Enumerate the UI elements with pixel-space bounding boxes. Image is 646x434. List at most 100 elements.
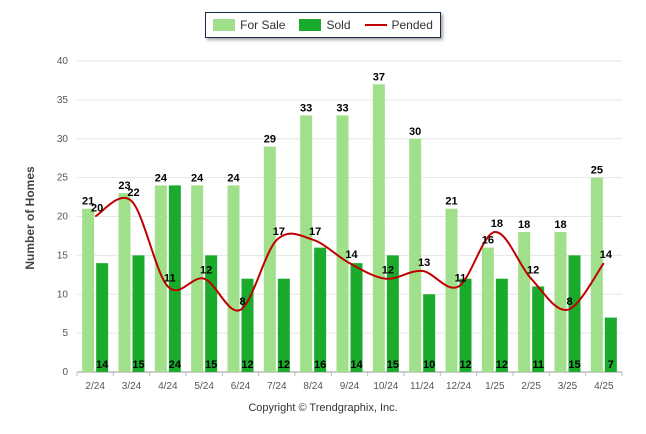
data-label-sold: 10 xyxy=(423,359,435,371)
data-label-pended: 12 xyxy=(200,265,212,277)
data-label-for-sale: 21 xyxy=(82,196,94,208)
legend-item-sold[interactable]: Sold xyxy=(299,18,351,32)
x-tick-label: 3/25 xyxy=(558,381,578,392)
data-label-for-sale: 30 xyxy=(409,126,421,138)
bar-for-sale xyxy=(409,138,422,372)
bar-sold xyxy=(459,278,472,372)
data-label-pended: 12 xyxy=(527,265,539,277)
bar-sold xyxy=(277,278,290,372)
bar-for-sale xyxy=(118,193,131,372)
x-tick-label: 4/25 xyxy=(594,381,614,392)
sold-swatch xyxy=(299,19,322,31)
data-label-pended: 14 xyxy=(600,249,613,261)
x-tick-label: 8/24 xyxy=(303,381,323,392)
data-label-pended: 8 xyxy=(566,296,572,308)
x-tick-label: 4/24 xyxy=(158,381,178,392)
x-tick-label: 3/24 xyxy=(122,381,142,392)
data-label-sold: 15 xyxy=(387,359,399,371)
data-label-for-sale: 18 xyxy=(554,219,566,231)
legend-item-pended[interactable]: Pended xyxy=(364,18,433,32)
data-label-for-sale: 16 xyxy=(482,235,494,247)
data-label-for-sale: 29 xyxy=(264,134,276,146)
bar-sold xyxy=(132,255,145,372)
data-label-sold: 15 xyxy=(132,359,144,371)
data-label-sold: 12 xyxy=(278,359,290,371)
bar-sold xyxy=(386,255,399,372)
bar-for-sale xyxy=(481,247,494,372)
legend-item-for-sale[interactable]: For Sale xyxy=(213,18,285,32)
x-tick-label: 1/25 xyxy=(485,381,505,392)
x-tick-label: 7/24 xyxy=(267,381,287,392)
data-label-pended: 20 xyxy=(91,203,103,215)
data-label-sold: 12 xyxy=(496,359,508,371)
y-tick-label: 30 xyxy=(57,134,69,145)
bar-for-sale xyxy=(154,185,167,372)
data-label-pended: 22 xyxy=(127,187,139,199)
bar-for-sale xyxy=(372,84,385,372)
y-tick-label: 20 xyxy=(57,212,69,223)
bar-for-sale xyxy=(445,208,458,372)
y-tick-label: 25 xyxy=(57,173,69,184)
bar-for-sale xyxy=(300,115,313,373)
data-label-pended: 17 xyxy=(273,226,285,238)
data-label-for-sale: 24 xyxy=(191,172,204,184)
x-tick-label: 12/24 xyxy=(446,381,471,392)
x-tick-label: 2/25 xyxy=(521,381,541,392)
x-tick-label: 2/24 xyxy=(85,381,105,392)
bar-sold xyxy=(314,247,327,372)
y-tick-label: 10 xyxy=(57,289,69,300)
bar-sold xyxy=(168,185,181,372)
bar-for-sale xyxy=(554,232,567,372)
copyright-text: Copyright © Trendgraphix, Inc. xyxy=(248,402,398,414)
x-tick-label: 5/24 xyxy=(194,381,214,392)
data-label-for-sale: 24 xyxy=(227,172,240,184)
bar-for-sale xyxy=(263,146,276,372)
x-tick-label: 6/24 xyxy=(231,381,251,392)
bar-sold xyxy=(205,255,218,372)
data-label-sold: 11 xyxy=(532,359,544,371)
data-label-pended: 8 xyxy=(239,296,245,308)
bar-for-sale xyxy=(227,185,240,372)
pended-line xyxy=(94,197,605,312)
bar-sold xyxy=(241,278,254,372)
for-sale-swatch xyxy=(213,19,236,31)
legend-label-pended: Pended xyxy=(391,18,433,32)
data-label-pended: 17 xyxy=(309,226,321,238)
x-tick-label: 9/24 xyxy=(340,381,360,392)
chart-plot: 0 5 10 15 20 25 30 35 40 2/24 3/24 4/24 5/24 6/24 7/24… xyxy=(57,56,623,392)
y-tick-label: 15 xyxy=(57,250,69,261)
data-label-for-sale: 24 xyxy=(155,172,168,184)
bar-for-sale xyxy=(518,232,531,372)
legend: For Sale Sold Pended xyxy=(205,12,441,38)
data-label-for-sale: 25 xyxy=(591,165,603,177)
y-tick-label: 40 xyxy=(57,56,69,67)
data-label-sold: 15 xyxy=(205,359,217,371)
data-label-pended: 11 xyxy=(164,272,176,284)
legend-label-for-sale: For Sale xyxy=(240,18,286,32)
legend-label-sold: Sold xyxy=(326,18,351,32)
bar-sold xyxy=(423,294,436,372)
data-label-pended: 14 xyxy=(345,249,358,261)
data-label-for-sale: 37 xyxy=(373,71,385,83)
bar-sold xyxy=(568,255,581,372)
x-tick-label: 11/24 xyxy=(410,381,435,392)
y-tick-label: 35 xyxy=(57,95,69,106)
bar-sold xyxy=(495,278,508,372)
bar-sold xyxy=(532,286,545,372)
data-label-for-sale: 33 xyxy=(336,102,348,114)
bar-sold xyxy=(350,263,363,372)
data-label-sold: 7 xyxy=(608,359,614,371)
data-label-sold: 15 xyxy=(568,359,580,371)
data-label-sold: 14 xyxy=(350,359,363,371)
data-label-sold: 12 xyxy=(459,359,471,371)
x-tick-label: 10/24 xyxy=(373,381,398,392)
data-label-sold: 16 xyxy=(314,359,326,371)
data-label-for-sale: 21 xyxy=(445,196,457,208)
data-label-for-sale: 18 xyxy=(518,219,530,231)
bar-sold xyxy=(96,263,109,372)
y-tick-label: 5 xyxy=(62,328,68,339)
data-label-for-sale: 23 xyxy=(118,180,130,192)
y-tick-label: 0 xyxy=(62,367,68,378)
bar-for-sale xyxy=(82,208,95,372)
data-label-pended: 18 xyxy=(491,218,503,230)
